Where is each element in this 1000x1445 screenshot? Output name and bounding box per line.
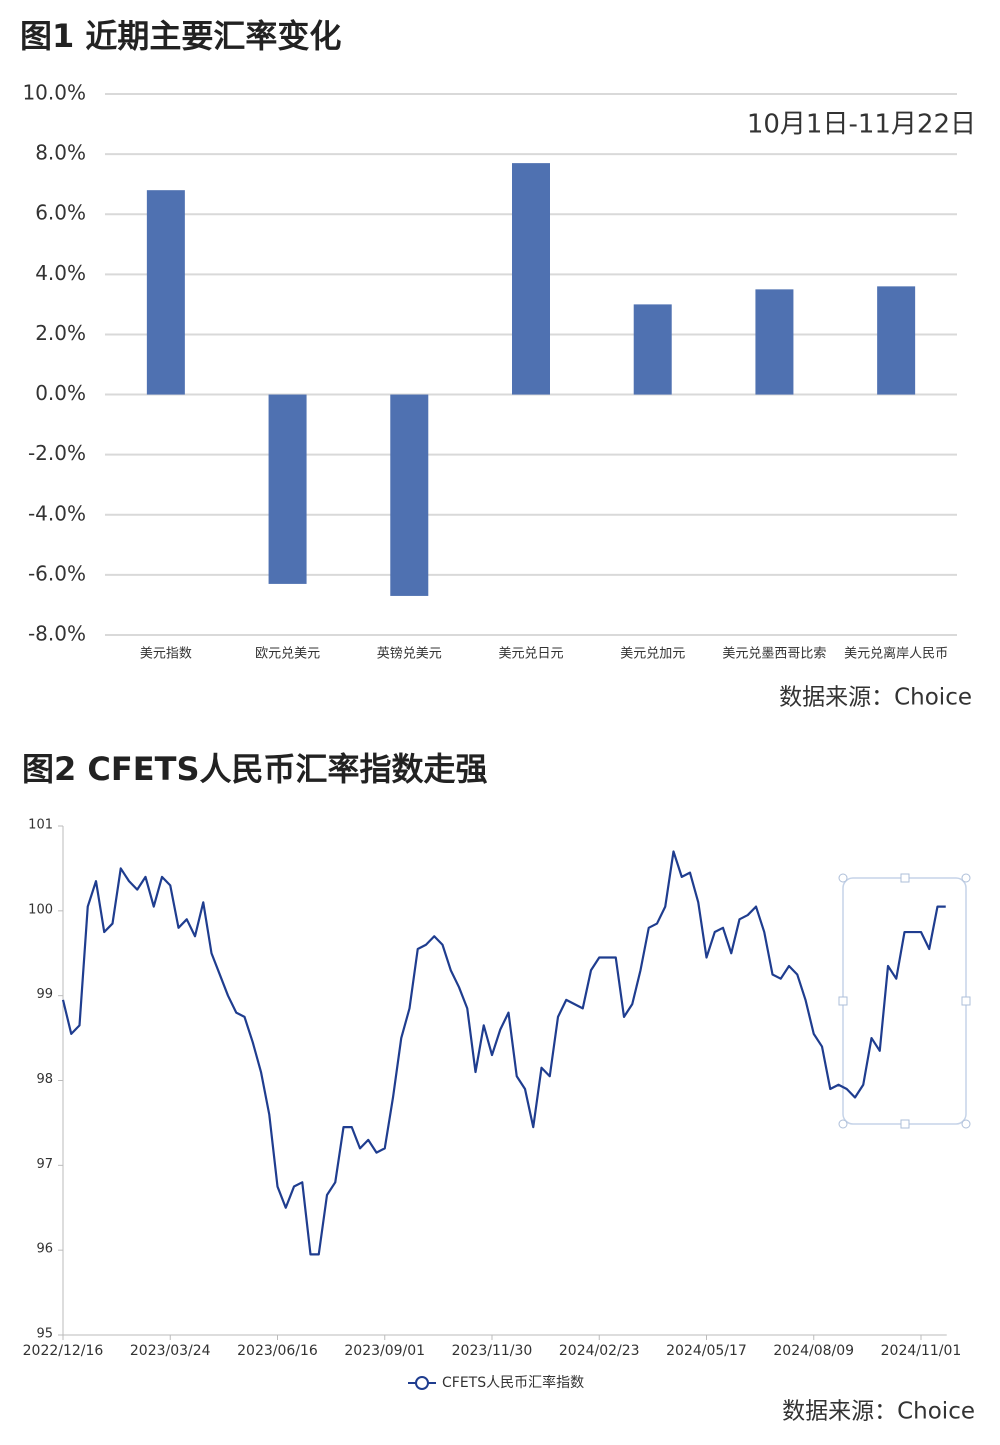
x-tick-label: 2022/12/16 xyxy=(23,1343,104,1359)
y-tick-label: -6.0% xyxy=(28,561,86,585)
y-tick-label: 4.0% xyxy=(35,261,86,285)
y-tick-label: 101 xyxy=(28,818,53,833)
selection-handles xyxy=(838,873,971,1129)
x-tick-label: 美元兑加元 xyxy=(620,647,685,662)
annotation: 10月1日-11月22日 xyxy=(747,110,976,140)
x-tick-label: 2023/11/30 xyxy=(452,1343,533,1359)
x-tick-label: 欧元兑美元 xyxy=(255,647,320,662)
x-tick-label: 美元兑日元 xyxy=(498,647,563,662)
chart-title: 图2 CFETS人民币汇率指数走强 xyxy=(22,750,488,788)
y-tick-label: 98 xyxy=(36,1072,53,1087)
x-tick-label: 美元兑墨西哥比索 xyxy=(722,647,826,662)
x-tick-label: 2023/06/16 xyxy=(237,1343,318,1359)
y-tick-label: 95 xyxy=(36,1327,53,1342)
bar xyxy=(390,394,429,596)
bar xyxy=(755,289,794,395)
x-tick-label: 2024/05/17 xyxy=(666,1343,747,1359)
y-tick-label: 2.0% xyxy=(35,321,86,345)
y-tick-label: 0.0% xyxy=(35,381,86,405)
chart-title: 图1 近期主要汇率变化 xyxy=(20,17,341,55)
x-tick-label: 美元指数 xyxy=(140,647,192,662)
bar xyxy=(512,163,550,395)
x-tick-label: 2023/03/24 xyxy=(130,1343,211,1359)
y-tick-label: 100 xyxy=(28,902,53,917)
source: 数据来源：Choice xyxy=(782,1399,975,1425)
bar xyxy=(268,394,307,584)
x-tick-label: 2024/08/09 xyxy=(773,1343,854,1359)
bar xyxy=(633,304,672,395)
y-tick-label: 97 xyxy=(36,1157,53,1172)
line-series xyxy=(61,850,946,1256)
x-tick-label: 英镑兑美元 xyxy=(377,646,442,662)
y-tick-label: -4.0% xyxy=(28,501,86,525)
bar xyxy=(877,286,916,395)
y-tick-label: 99 xyxy=(36,987,53,1002)
bar xyxy=(146,190,185,395)
source: 数据来源：Choice xyxy=(779,685,972,711)
y-tick-label: 6.0% xyxy=(35,201,86,225)
x-tick-label: 2023/09/01 xyxy=(344,1343,425,1359)
y-tick-label: 96 xyxy=(36,1242,53,1257)
x-tick-label: 美元兑离岸人民币 xyxy=(844,646,948,662)
y-tick-label: -8.0% xyxy=(28,622,86,646)
y-tick-label: 10.0% xyxy=(22,81,86,105)
y-tick-label: -2.0% xyxy=(28,441,86,465)
x-tick-label: 2024/11/01 xyxy=(881,1343,962,1359)
x-tick-label: 2024/02/23 xyxy=(559,1343,640,1359)
legend-marker xyxy=(415,1376,429,1390)
y-tick-label: 8.0% xyxy=(35,141,86,165)
legend-label: CFETS人民币汇率指数 xyxy=(442,1374,584,1391)
